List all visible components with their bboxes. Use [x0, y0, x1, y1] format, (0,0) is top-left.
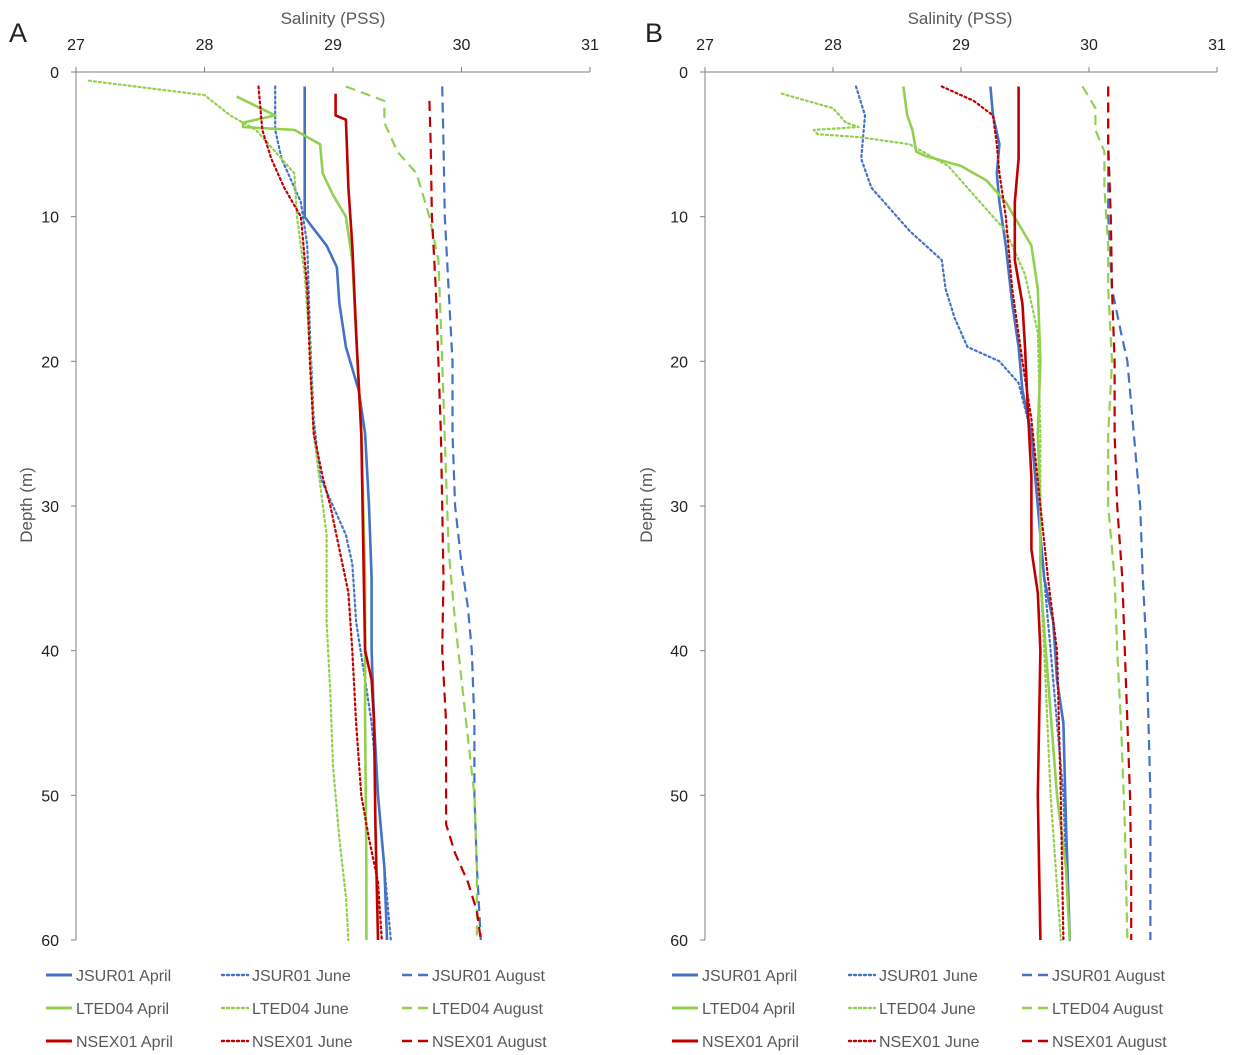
panel-a-y-tick-label: 10 [41, 210, 59, 227]
panel-b-series-nsex01-june [940, 85, 1065, 942]
panel-a-series-lted04-august [345, 85, 478, 940]
legend-label: JSUR01 April [76, 968, 171, 985]
panel-b-y-tick-label: 0 [679, 65, 688, 82]
panel-a-x-tick-label: 28 [196, 37, 214, 54]
panel-b-series-lted04-june [780, 92, 1062, 942]
panel-a-x-tick-label: 27 [67, 37, 85, 54]
panel-a-series-jsur01-june [274, 85, 392, 942]
panel-a-y-tick-label: 60 [41, 933, 59, 950]
panel-b-series [780, 85, 1152, 942]
panel-a-x-tick-label: 30 [453, 37, 471, 54]
legend-label: LTED04 June [879, 1001, 976, 1018]
panel-b-ticks: 27 28 29 30 31 0 10 20 30 40 50 60 [670, 37, 1226, 950]
panel-a-series-nsex01-august [428, 100, 482, 941]
legend-label: NSEX01 April [76, 1034, 173, 1051]
panel-b-y-axis-title: Depth (m) [637, 467, 656, 543]
panel-a-y-tick-label: 40 [41, 644, 59, 661]
panel-b-y-tick-label: 10 [670, 210, 688, 227]
panel-b-y-tick-label: 20 [670, 354, 688, 371]
panel-b-series-nsex01-august [1107, 86, 1133, 940]
panel-a-series-jsur01-april [303, 86, 389, 941]
panel-b-x-axis-title: Salinity (PSS) [908, 9, 1013, 28]
panel-b-series-lted04-april [902, 86, 1072, 941]
panel-b-y-tick-label: 30 [670, 499, 688, 516]
panel-a-y-tick-label: 20 [41, 354, 59, 371]
panel-a-legend: JSUR01 April JSUR01 June JSUR01 August LTED… [46, 968, 547, 1051]
panel-a-x-tick-label: 31 [581, 37, 599, 54]
panel-a-y-axis-title: Depth (m) [17, 467, 36, 543]
panel-b-series-nsex01-april [1013, 86, 1042, 941]
legend-label: JSUR01 June [879, 968, 978, 985]
legend-label: NSEX01 August [1052, 1034, 1167, 1051]
legend-label: LTED04 August [432, 1001, 543, 1018]
legend-label: JSUR01 April [702, 968, 797, 985]
legend-label: JSUR01 August [432, 968, 546, 985]
panel-a-series-nsex01-june [257, 85, 383, 942]
panel-b-legend: JSUR01 April JSUR01 June JSUR01 August LTED… [672, 968, 1167, 1051]
panel-a-ticks: 27 28 29 30 31 0 10 20 30 40 50 60 [41, 37, 599, 950]
legend-label: LTED04 April [702, 1001, 795, 1018]
legend-label: NSEX01 June [252, 1034, 353, 1051]
legend-label: LTED04 August [1052, 1001, 1163, 1018]
panel-a-y-tick-label: 0 [50, 65, 59, 82]
panel-a-y-tick-label: 30 [41, 499, 59, 516]
panel-b-x-tick-label: 28 [824, 37, 842, 54]
panel-a-letter: A [9, 18, 27, 48]
legend-label: JSUR01 August [1052, 968, 1166, 985]
panel-b-x-tick-label: 30 [1080, 37, 1098, 54]
panel-b-y-tick-label: 50 [670, 788, 688, 805]
legend-label: LTED04 June [252, 1001, 349, 1018]
legend-label: JSUR01 June [252, 968, 351, 985]
panel-a-x-axis-title: Salinity (PSS) [281, 9, 386, 28]
panel-b-series-lted04-august [1081, 85, 1129, 941]
panel-a-series-lted04-june [87, 79, 350, 942]
panel-a: A Salinity (PSS) Depth (m) 27 28 29 30 31 0 10… [9, 9, 599, 950]
panel-b-letter: B [645, 18, 663, 48]
panel-a-series [87, 79, 482, 942]
panel-a-x-tick-label: 29 [324, 37, 342, 54]
panel-b: B Salinity (PSS) Depth (m) 27 28 29 30 31 0 10… [637, 9, 1226, 950]
panel-a-series-jsur01-august [441, 86, 482, 941]
panel-a-y-tick-label: 50 [41, 788, 59, 805]
panel-b-x-tick-label: 29 [952, 37, 970, 54]
panel-b-x-tick-label: 31 [1208, 37, 1226, 54]
legend-label: NSEX01 August [432, 1034, 547, 1051]
panel-a-series-nsex01-april [334, 93, 380, 941]
legend-label: NSEX01 April [702, 1034, 799, 1051]
panel-b-series-jsur01-august [1107, 86, 1152, 940]
panel-b-y-tick-label: 40 [670, 644, 688, 661]
legend-label: LTED04 April [76, 1001, 169, 1018]
panel-b-y-tick-label: 60 [670, 933, 688, 950]
panel-b-series-jsur01-june [854, 85, 1071, 942]
panel-b-x-tick-label: 27 [696, 37, 714, 54]
legend-label: NSEX01 June [879, 1034, 980, 1051]
